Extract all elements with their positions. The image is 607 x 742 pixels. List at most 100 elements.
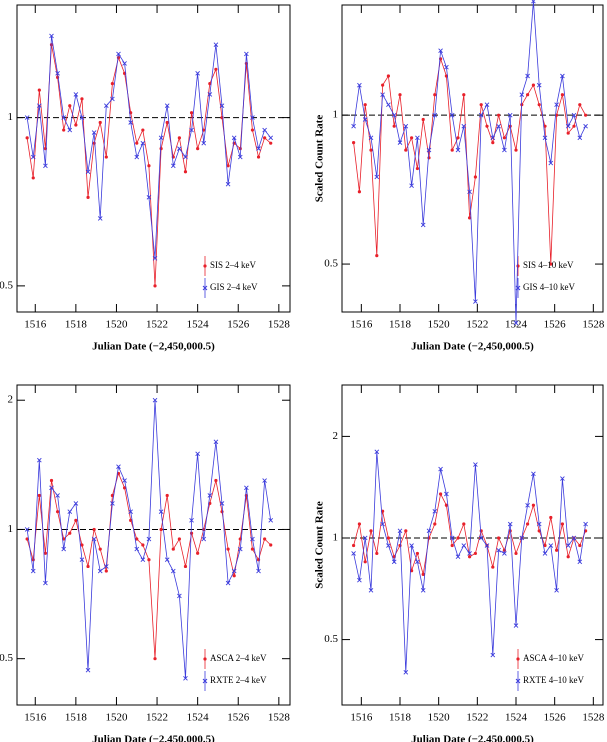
point	[380, 92, 385, 98]
point	[232, 574, 236, 578]
point	[490, 652, 496, 658]
point	[554, 102, 559, 108]
point	[226, 547, 230, 551]
point	[256, 146, 261, 151]
point	[153, 657, 157, 661]
point	[462, 522, 466, 526]
y-axis-label: Scaled Count Rate	[0, 115, 1, 203]
x-tick-label: 1520	[428, 319, 451, 331]
y-tick-label: 0.5	[324, 633, 338, 645]
point	[268, 518, 274, 523]
point	[386, 74, 390, 78]
point	[584, 113, 588, 117]
series-line	[353, 492, 586, 575]
point	[473, 175, 477, 179]
point	[438, 48, 443, 54]
point	[269, 543, 273, 547]
series-line	[26, 35, 272, 259]
x-tick-label: 1518	[389, 712, 412, 724]
point	[244, 485, 249, 491]
point	[85, 169, 91, 175]
point	[147, 558, 151, 562]
legend-label: ASCA 2–4 keV	[210, 653, 267, 663]
point	[560, 93, 565, 97]
point	[189, 111, 194, 115]
point	[455, 554, 461, 560]
point	[526, 522, 530, 526]
point	[415, 166, 419, 171]
point	[456, 136, 460, 140]
point	[583, 123, 588, 129]
point	[49, 485, 54, 491]
x-tick-label: 1516	[24, 319, 47, 331]
point	[421, 572, 425, 577]
point	[67, 509, 73, 514]
point	[352, 141, 356, 145]
point	[473, 551, 477, 556]
point	[80, 543, 84, 547]
point	[478, 535, 484, 541]
point	[177, 136, 181, 140]
point	[363, 560, 367, 564]
point	[97, 568, 103, 574]
point	[577, 559, 583, 565]
point	[207, 493, 213, 498]
x-tick-label: 1524	[187, 319, 210, 331]
point	[433, 93, 437, 97]
point	[438, 466, 443, 472]
point	[357, 522, 361, 526]
y-axis-label: Scaled Count Rate	[314, 115, 326, 203]
point	[159, 527, 163, 532]
point	[214, 478, 218, 483]
point	[362, 535, 368, 541]
point	[369, 529, 373, 533]
legend-label: RXTE 2–4 keV	[210, 675, 267, 685]
legend-label: GIS 4–10 keV	[523, 282, 575, 292]
point	[386, 102, 391, 108]
point	[497, 536, 501, 540]
point	[351, 123, 356, 129]
y-tick-label: 2	[8, 394, 14, 406]
point	[450, 543, 454, 548]
point	[68, 104, 72, 108]
point	[177, 146, 182, 151]
point	[426, 147, 432, 153]
point	[110, 96, 115, 102]
point	[473, 462, 478, 467]
point	[404, 148, 408, 152]
point	[140, 557, 146, 563]
point	[577, 135, 583, 141]
point	[141, 128, 145, 132]
point	[80, 97, 84, 101]
point	[554, 587, 559, 593]
legend-marker	[515, 285, 521, 291]
point	[189, 518, 194, 523]
point	[461, 123, 467, 129]
point	[415, 135, 420, 141]
y-axis-label: Scaled Count Rate	[314, 501, 326, 589]
point	[116, 464, 121, 470]
point	[531, 83, 536, 87]
point	[542, 551, 548, 556]
point	[375, 254, 379, 258]
point	[566, 555, 570, 559]
point	[478, 112, 484, 118]
point	[421, 117, 425, 122]
y-tick-label: 2	[333, 430, 339, 442]
point	[231, 568, 237, 574]
point	[502, 551, 507, 556]
point	[62, 128, 66, 132]
point	[170, 568, 176, 574]
point	[262, 127, 267, 133]
legend-label: GIS 2–4 keV	[210, 282, 258, 292]
point	[128, 509, 133, 514]
point	[104, 155, 108, 159]
point	[491, 141, 495, 145]
legend-label: ASCA 4–10 keV	[523, 653, 585, 663]
point	[214, 67, 218, 71]
point	[467, 189, 472, 195]
point	[531, 503, 536, 507]
point	[183, 170, 188, 174]
point	[256, 568, 261, 574]
y-tick-label: 1	[333, 532, 339, 544]
